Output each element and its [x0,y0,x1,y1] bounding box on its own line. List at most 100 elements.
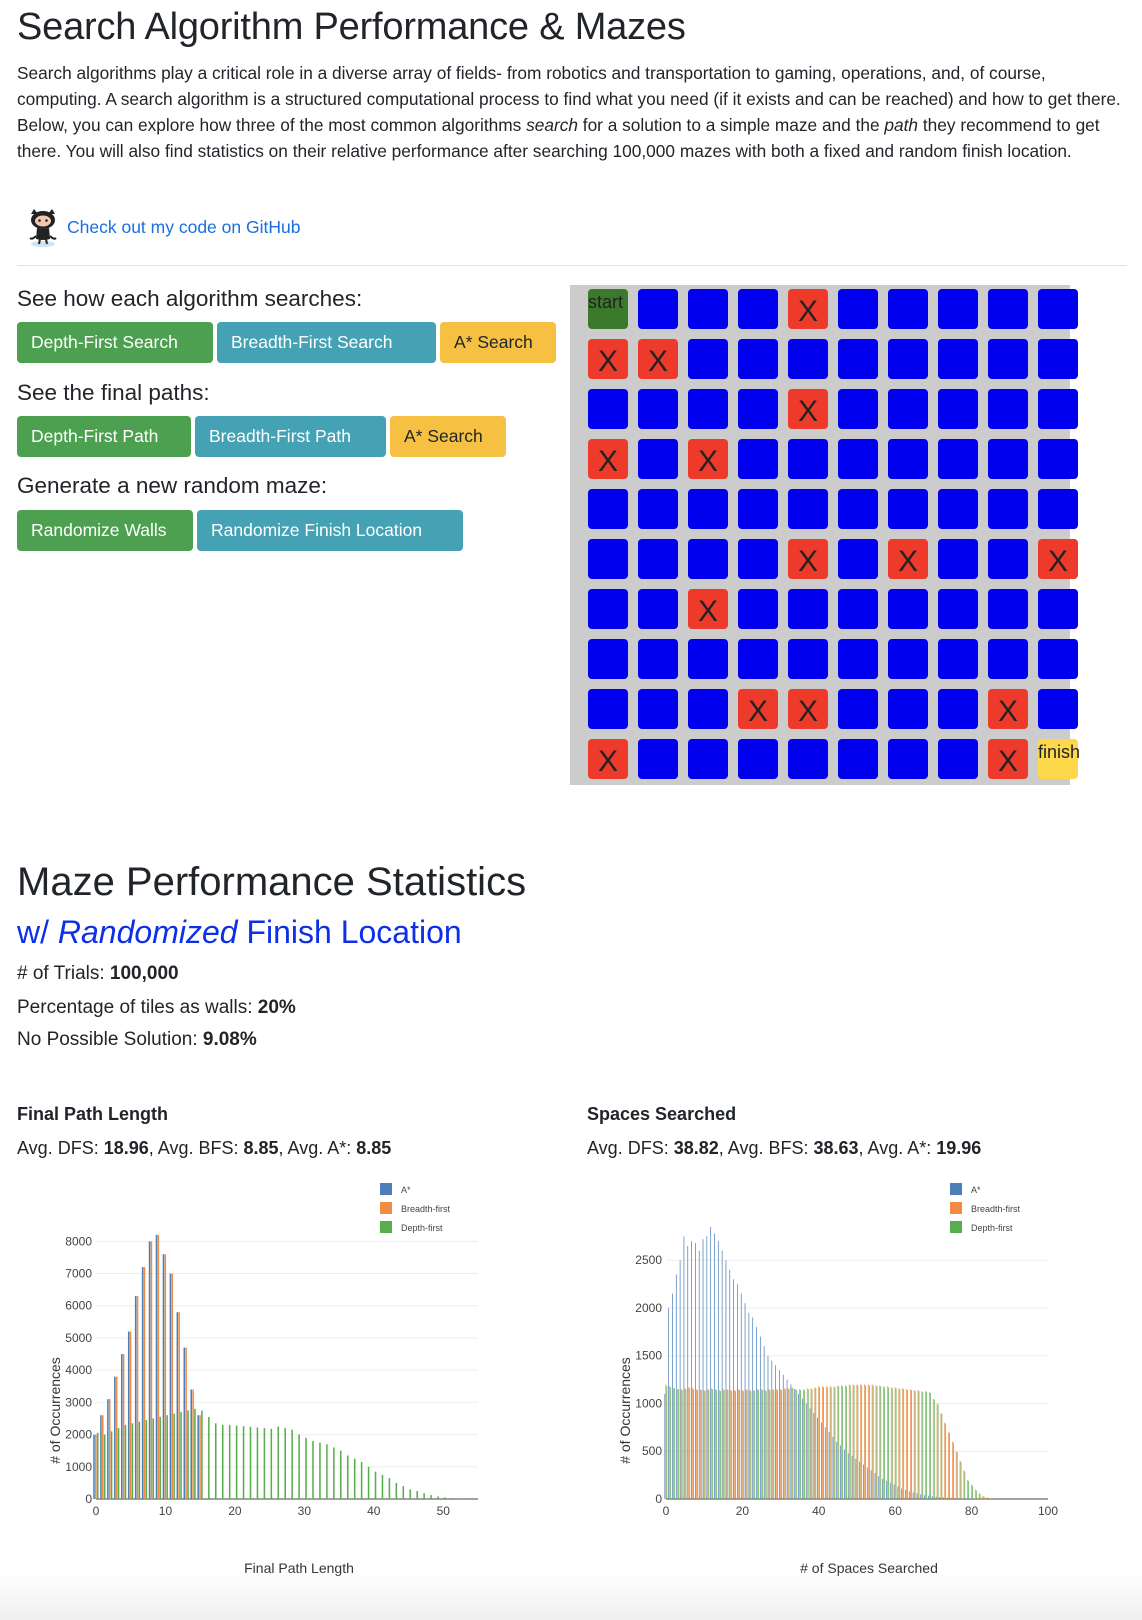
bar-a[interactable] [176,1312,179,1499]
bar-a[interactable] [805,1403,807,1499]
bar-depthfirst[interactable] [666,1386,668,1499]
bar-depthfirst[interactable] [704,1391,706,1499]
maze-cell-wall[interactable]: X [688,439,728,479]
maze-cell-open[interactable] [838,739,878,779]
maze-cell-open[interactable] [1038,289,1078,329]
bar-a[interactable] [863,1464,864,1499]
maze-cell-open[interactable] [638,289,678,329]
bar-breadthfirst[interactable] [940,1413,942,1499]
bar-depthfirst[interactable] [242,1426,245,1499]
maze-cell-open[interactable] [938,639,978,679]
bar-breadthfirst[interactable] [115,1376,118,1499]
maze-cell-open[interactable] [788,739,828,779]
bar-a[interactable] [782,1374,784,1499]
bar-depthfirst[interactable] [826,1387,828,1499]
bar-depthfirst[interactable] [823,1387,824,1499]
bar-depthfirst[interactable] [884,1387,885,1499]
bar-breadthfirst[interactable] [178,1312,180,1499]
maze-cell-wall[interactable]: X [788,389,828,429]
bar-depthfirst[interactable] [914,1391,916,1499]
bar-a[interactable] [744,1303,746,1499]
bar-breadthfirst[interactable] [665,1384,667,1499]
bar-depthfirst[interactable] [910,1390,912,1499]
bar-breadthfirst[interactable] [890,1387,892,1499]
maze-cell-open[interactable] [888,389,928,429]
maze-cell-open[interactable] [938,339,978,379]
bar-a[interactable] [889,1482,891,1499]
bar-depthfirst[interactable] [458,1498,460,1499]
maze-cell-open[interactable] [838,539,878,579]
maze-cell-open[interactable] [1038,689,1078,729]
bar-depthfirst[interactable] [731,1391,733,1499]
bar-breadthfirst[interactable] [730,1390,732,1499]
bar-depthfirst[interactable] [979,1493,981,1499]
bar-a[interactable] [916,1493,918,1499]
bar-depthfirst[interactable] [180,1412,182,1499]
bar-breadthfirst[interactable] [164,1254,167,1499]
bar-a[interactable] [821,1422,822,1499]
maze-cell-open[interactable] [888,689,928,729]
maze-cell-open[interactable] [988,489,1028,529]
bar-a[interactable] [691,1241,692,1499]
maze-cell-open[interactable] [738,589,778,629]
maze-cell-open[interactable] [938,739,978,779]
bar-depthfirst[interactable] [677,1389,679,1499]
bar-breadthfirst[interactable] [783,1388,785,1499]
maze-cell-open[interactable] [738,339,778,379]
bar-depthfirst[interactable] [983,1496,985,1499]
bar-depthfirst[interactable] [865,1385,866,1499]
bar-depthfirst[interactable] [941,1413,943,1499]
bar-depthfirst[interactable] [972,1485,973,1499]
bar-depthfirst[interactable] [708,1390,710,1499]
bar-breadthfirst[interactable] [185,1347,187,1499]
maze-cell-open[interactable] [938,489,978,529]
bar-depthfirst[interactable] [214,1423,217,1499]
bar-depthfirst[interactable] [451,1498,453,1499]
maze-cell-open[interactable] [688,539,728,579]
bar-a[interactable] [908,1491,910,1499]
bar-depthfirst[interactable] [777,1390,779,1499]
bar-a[interactable] [962,1498,964,1499]
bar-a[interactable] [794,1389,796,1499]
maze-cell-open[interactable] [638,689,678,729]
maze-cell-open[interactable] [688,389,728,429]
bar-breadthfirst[interactable] [122,1354,125,1499]
legend-swatch[interactable] [380,1183,392,1195]
maze-cell-wall[interactable]: X [788,539,828,579]
bar-depthfirst[interactable] [689,1388,691,1499]
bar-breadthfirst[interactable] [676,1389,678,1499]
bar-depthfirst[interactable] [930,1392,931,1499]
bar-depthfirst[interactable] [277,1426,280,1499]
bar-a[interactable] [935,1496,937,1499]
bar-depthfirst[interactable] [117,1428,120,1499]
maze-cell-open[interactable] [588,489,628,529]
maze-cell-open[interactable] [738,639,778,679]
bar-breadthfirst[interactable] [856,1384,858,1499]
maze-cell-open[interactable] [938,289,978,329]
bar-breadthfirst[interactable] [990,1498,991,1499]
bar-breadthfirst[interactable] [711,1388,713,1499]
bar-a[interactable] [928,1495,929,1499]
bar-breadthfirst[interactable] [963,1470,965,1499]
bar-depthfirst[interactable] [918,1391,920,1499]
bar-depthfirst[interactable] [926,1392,927,1499]
bar-a[interactable] [672,1293,673,1499]
bar-depthfirst[interactable] [727,1390,729,1499]
bar-breadthfirst[interactable] [799,1389,800,1499]
bar-depthfirst[interactable] [326,1444,328,1499]
bar-breadthfirst[interactable] [814,1387,816,1499]
bar-depthfirst[interactable] [784,1389,786,1499]
bar-depthfirst[interactable] [103,1434,106,1499]
bar-depthfirst[interactable] [319,1442,321,1499]
bar-breadthfirst[interactable] [772,1389,774,1499]
maze-cell-open[interactable] [1038,589,1078,629]
bar-a[interactable] [695,1243,696,1499]
bar-breadthfirst[interactable] [852,1384,854,1499]
maze-cell-open[interactable] [738,389,778,429]
bar-depthfirst[interactable] [750,1391,752,1499]
bar-a[interactable] [859,1461,861,1499]
bar-depthfirst[interactable] [256,1427,259,1499]
bar-depthfirst[interactable] [381,1474,384,1499]
bar-a[interactable] [714,1233,715,1499]
